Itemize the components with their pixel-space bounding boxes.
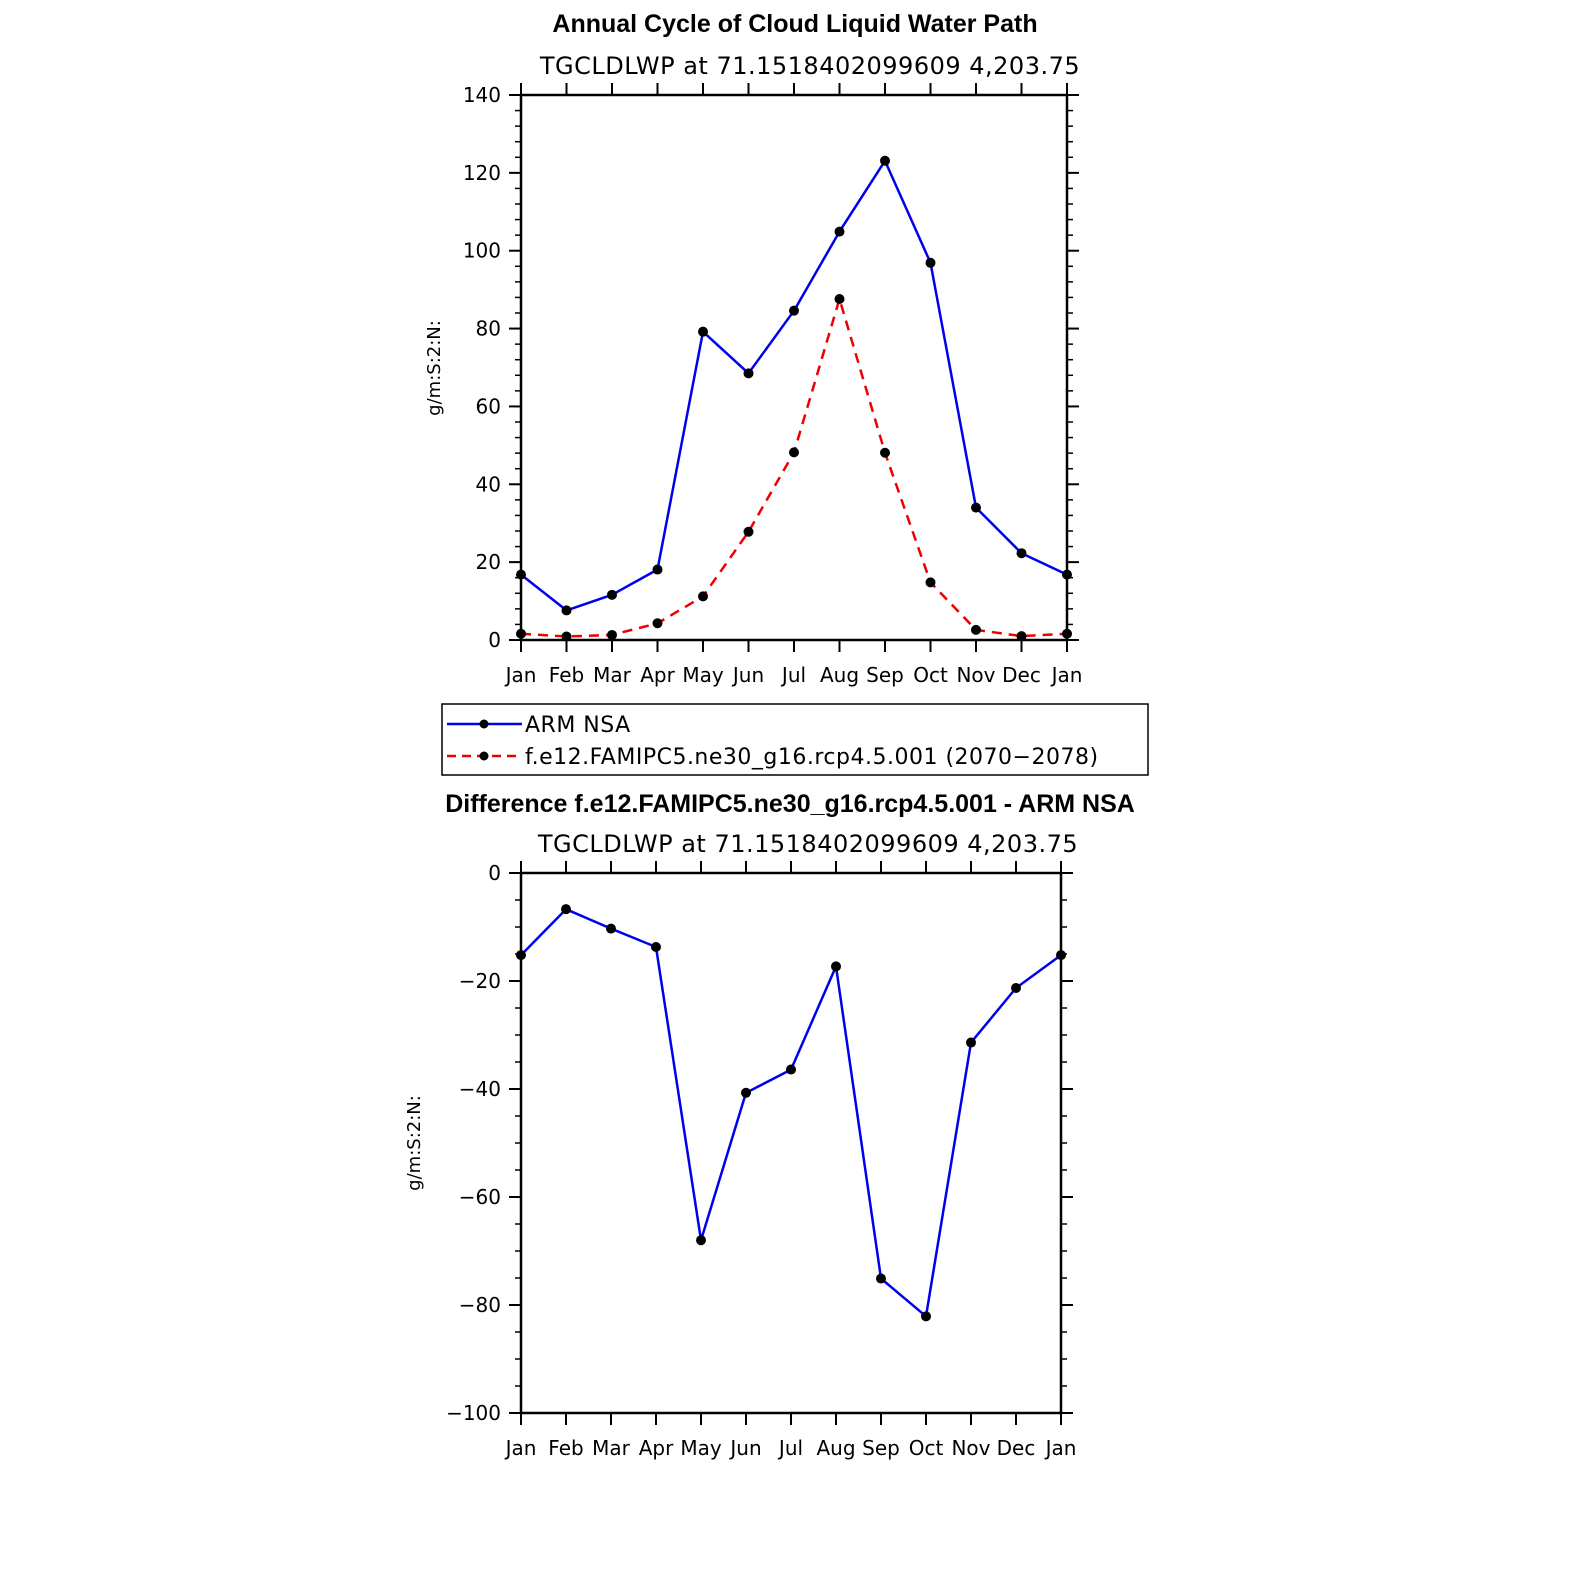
top-chart-series-1-point	[1062, 628, 1072, 639]
bottom-chart-y-tick-label: −100	[446, 1401, 501, 1425]
top-chart-x-tick-label: Sep	[866, 663, 904, 687]
top-chart-series-1-point	[925, 577, 936, 588]
top-chart-series-1-point	[607, 629, 617, 640]
bottom-chart-series-0-point	[1011, 983, 1021, 994]
bottom-chart-series-0-point	[1056, 950, 1066, 961]
bottom-chart-series-0-point	[651, 941, 661, 952]
top-chart-series-0-point	[834, 226, 845, 237]
top-chart-x-tick-label: Oct	[913, 663, 948, 687]
bottom-chart-x-tick-label: Jun	[728, 1436, 761, 1460]
top-chart-series-0-point	[607, 589, 617, 600]
bottom-chart-series-0-point	[876, 1273, 886, 1284]
top-chart-series-1-point	[561, 631, 572, 642]
bottom-chart-x-tick-label: Sep	[862, 1436, 900, 1460]
bottom-chart-y-axis-label: g/m:S:2:N:	[404, 1095, 425, 1191]
legend-model-marker	[479, 751, 489, 761]
top-chart-y-tick-label: 20	[476, 550, 501, 574]
top-chart-y-tick-label: 60	[476, 394, 501, 418]
bottom-chart-y-tick-label: −40	[459, 1077, 501, 1101]
top-chart-series-1-point	[789, 447, 799, 458]
bottom-chart-x-tick-label: Feb	[548, 1436, 583, 1460]
top-chart-series-0-point	[880, 155, 890, 166]
top-chart-series-1-line	[520, 297, 1068, 638]
top-chart-series-1-point	[834, 293, 845, 304]
top-chart-y-tick-label: 80	[476, 317, 501, 341]
top-chart-x-tick-label: Jul	[780, 663, 806, 687]
top-chart-x-tick-label: Mar	[593, 663, 632, 687]
top-chart-series-0-point	[925, 257, 936, 268]
top-chart-plot: 0 20 40 60 80 100 120 140 Jan Feb Mar Apr May Jun Jul A…	[463, 83, 1083, 687]
top-chart-y-tick-label: 120	[463, 161, 501, 185]
bottom-chart-x-tick-label: Jan	[504, 1436, 537, 1460]
bottom-chart-subtitle: TGCLDLWP at 71.1518402099609 4,203.75	[537, 830, 1078, 858]
bottom-chart-series-0-point	[966, 1037, 976, 1048]
legend: ARM NSA f.e12.FAMIPC5.ne30_g16.rcp4.5.00…	[441, 703, 1149, 776]
bottom-chart-series-0-line	[520, 907, 1062, 1318]
top-chart-series-0-point	[652, 564, 663, 575]
bottom-chart-y-tick-label: 0	[488, 861, 501, 885]
bottom-chart-series-0-point	[786, 1064, 796, 1075]
top-chart-x-tick-label: Jan	[504, 663, 537, 687]
top-chart-x-tick-label: Jun	[731, 663, 764, 687]
top-chart-series-1-point	[880, 447, 890, 458]
bottom-chart-x-tick-label: Nov	[951, 1436, 990, 1460]
top-chart-title: Annual Cycle of Cloud Liquid Water Path	[552, 10, 1037, 38]
bottom-chart-x-tick-label: Aug	[816, 1436, 855, 1460]
top-chart-y-tick-label: 140	[463, 83, 501, 107]
top-chart-series-0-point	[971, 502, 981, 513]
bottom-chart-series-0-point	[741, 1087, 751, 1098]
top-chart-x-tick-label: May	[682, 663, 724, 687]
top-chart-series-1-point	[1016, 631, 1027, 642]
bottom-chart-x-tick-label: Apr	[639, 1436, 674, 1460]
top-chart-x-tick-label: Aug	[820, 663, 859, 687]
bottom-chart-plot: −100 −80 −60 −40 −20 0 Jan Feb Mar Apr May Jun Jul Au…	[446, 861, 1076, 1460]
legend-arm-marker	[479, 719, 489, 729]
top-chart-series-0-point	[1016, 548, 1027, 559]
top-chart-series-1-point	[971, 624, 981, 635]
top-chart-series-0-point	[516, 569, 526, 580]
top-chart-series-0-line	[520, 159, 1068, 612]
top-chart-y-tick-label: 100	[463, 239, 501, 263]
bottom-chart-x-tick-label: Dec	[997, 1436, 1036, 1460]
top-chart-series-0-point	[1062, 569, 1072, 580]
top-chart-series-0-point	[743, 368, 754, 379]
bottom-chart-series-0-point	[606, 923, 616, 934]
legend-box	[441, 703, 1149, 776]
top-chart-series-0-point	[561, 605, 572, 616]
top-chart-x-tick-label: Feb	[549, 663, 584, 687]
top-chart-x-tick-label: Jan	[1050, 663, 1083, 687]
bottom-chart-title: Difference f.e12.FAMIPC5.ne30_g16.rcp4.5…	[445, 790, 1135, 818]
bottom-chart-series-0-point	[921, 1311, 931, 1322]
bottom-chart-y-tick-label: −60	[459, 1185, 501, 1209]
legend-arm-label: ARM NSA	[525, 713, 631, 738]
bottom-chart-plot-frame	[519, 871, 1063, 1415]
bottom-chart-series-0-point	[696, 1235, 706, 1246]
bottom-chart-x-tick-label: Oct	[909, 1436, 944, 1460]
legend-model-label: f.e12.FAMIPC5.ne30_g16.rcp4.5.001 (2070−…	[525, 745, 1099, 770]
top-chart-series-1-point	[698, 591, 708, 602]
bottom-chart-x-tick-label: Jan	[1044, 1436, 1077, 1460]
top-chart-x-tick-label: Apr	[640, 663, 675, 687]
top-chart-y-tick-label: 0	[488, 628, 501, 652]
top-chart-series-1-point	[743, 526, 754, 537]
top-chart-x-tick-label: Dec	[1002, 663, 1041, 687]
top-chart-y-axis-label: g/m:S:2:N:	[424, 320, 445, 416]
top-chart-y-tick-label: 40	[476, 472, 501, 496]
bottom-chart-series-0-point	[516, 950, 526, 961]
bottom-chart-series-0-point	[831, 961, 841, 972]
bottom-chart-x-tick-label: Jul	[777, 1436, 803, 1460]
top-chart-subtitle: TGCLDLWP at 71.1518402099609 4,203.75	[539, 52, 1080, 80]
bottom-chart-x-tick-label: May	[680, 1436, 722, 1460]
top-chart-series-0-point	[698, 326, 708, 337]
top-chart-series-1-point	[652, 618, 663, 629]
bottom-chart-y-tick-label: −20	[459, 969, 501, 993]
bottom-chart-series-0-point	[561, 904, 571, 915]
top-chart-series-1-point	[516, 628, 526, 639]
top-chart-plot-frame	[519, 93, 1069, 642]
bottom-chart-y-tick-label: −80	[459, 1293, 501, 1317]
bottom-chart-x-tick-label: Mar	[592, 1436, 631, 1460]
top-chart-series-0-point	[789, 305, 799, 316]
top-chart-x-tick-label: Nov	[956, 663, 995, 687]
